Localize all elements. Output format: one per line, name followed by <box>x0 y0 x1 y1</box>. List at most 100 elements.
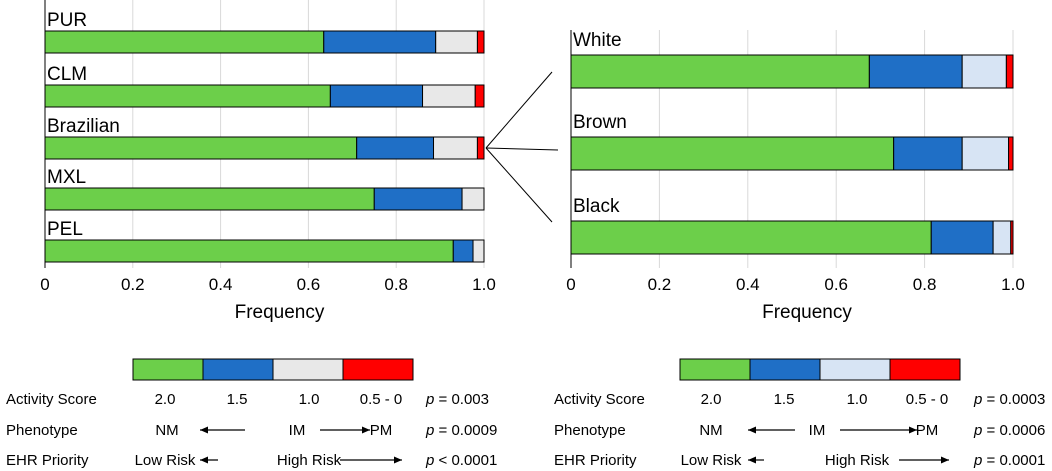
right-legend-swatch <box>749 358 821 381</box>
right-legend-arrow-right-head <box>909 426 917 434</box>
left-legend-swatch <box>272 358 344 381</box>
left-legend-p-ehr: p < 0.0001 <box>425 452 497 469</box>
left-legend-arrow-right-head <box>362 426 370 434</box>
left-bar-segment <box>44 239 454 263</box>
right-bar-segment <box>930 220 994 255</box>
right-legend-swatch <box>679 358 751 381</box>
right-bar-segment <box>1008 136 1014 171</box>
left-x-tick-label: 0 <box>40 275 49 294</box>
left-bar-segment <box>44 136 358 160</box>
right-category-label: White <box>573 30 622 51</box>
left-x-tick-label: 1.0 <box>472 275 496 294</box>
left-bar-segment <box>422 84 476 108</box>
left-bar-outline <box>44 84 485 108</box>
left-legend-ehr-priority-label: EHR Priority <box>6 452 89 469</box>
right-legend-pm: PM <box>916 422 939 439</box>
left-legend-p-activity: p = 0.003 <box>425 391 489 408</box>
right-legend-score-value: 1.0 <box>847 391 868 408</box>
right-legend-score-value: 1.5 <box>774 391 795 408</box>
left-legend-im: IM <box>289 422 306 439</box>
left-legend-score-value: 0.5 - 0 <box>360 391 403 408</box>
right-category-label: Black <box>573 196 620 217</box>
left-x-tick-label: 0.6 <box>297 275 321 294</box>
right-bar-segment <box>893 136 963 171</box>
left-legend-high-risk: High Risk <box>277 452 342 469</box>
right-legend-score-value: 0.5 - 0 <box>906 391 949 408</box>
right-legend-swatch <box>819 358 891 381</box>
left-bar-segment <box>474 84 485 108</box>
left-bar-segment <box>433 136 478 160</box>
left-bar-segment <box>323 30 437 54</box>
left-legend-phenotype-label: Phenotype <box>6 422 78 439</box>
right-bar-segment <box>961 136 1010 171</box>
left-legend-swatch <box>342 358 414 381</box>
left-bar-segment <box>476 30 485 54</box>
left-legend-arrow-left-head <box>200 426 208 434</box>
left-legend-swatch <box>202 358 274 381</box>
right-bar-segment <box>570 220 932 255</box>
connector-line-top <box>485 71 553 149</box>
left-legend-p-phenotype: p = 0.0009 <box>425 422 497 439</box>
right-legend-activity-score-label: Activity Score <box>554 391 645 408</box>
right-legend-p-ehr: p = 0.0001 <box>973 452 1045 469</box>
left-bar-segment <box>329 84 424 108</box>
left-bar-outline <box>44 187 485 211</box>
left-legend-pm: PM <box>370 422 393 439</box>
right-x-axis-title: Frequency <box>762 302 852 323</box>
left-bar-segment <box>44 30 325 54</box>
right-legend-high-risk: High Risk <box>825 452 890 469</box>
right-category-label: Brown <box>573 112 627 133</box>
left-bar-segment <box>452 239 474 263</box>
right-legend-risk-arrow-right-head <box>941 456 949 464</box>
right-legend-nm: NM <box>699 422 722 439</box>
left-category-label: CLM <box>47 64 87 85</box>
left-legend-nm: NM <box>155 422 178 439</box>
right-x-tick-label: 0.6 <box>824 275 848 294</box>
right-legend-im: IM <box>809 422 826 439</box>
right-bar-segment <box>961 54 1007 89</box>
right-x-tick-label: 0.4 <box>736 275 760 294</box>
right-legend-arrow-left-head <box>748 426 756 434</box>
left-legend-score-value: 1.5 <box>227 391 248 408</box>
left-bar-outline <box>44 136 485 160</box>
left-legend-swatch <box>132 358 204 381</box>
right-bar-segment <box>1005 54 1014 89</box>
right-legend-p-activity: p = 0.0003 <box>973 391 1045 408</box>
left-x-tick-label: 0.8 <box>384 275 408 294</box>
left-legend-score-value: 1.0 <box>299 391 320 408</box>
connector-line-middle <box>485 147 559 151</box>
left-bar-segment <box>476 136 485 160</box>
right-x-tick-label: 0 <box>566 275 575 294</box>
right-legend-score-value: 2.0 <box>701 391 722 408</box>
left-bar-segment <box>44 84 331 108</box>
left-bar-segment <box>435 30 478 54</box>
left-x-axis-title: Frequency <box>235 302 325 323</box>
right-legend-risk-arrow-left-head <box>748 456 756 464</box>
right-legend-ehr-priority-label: EHR Priority <box>554 452 637 469</box>
left-bar-segment <box>373 187 463 211</box>
left-x-tick-label: 0.4 <box>209 275 233 294</box>
right-legend-phenotype-label: Phenotype <box>554 422 626 439</box>
right-bar-segment <box>868 54 963 89</box>
right-bar-segment <box>570 54 870 89</box>
right-bar-outline <box>570 54 1014 89</box>
left-x-tick-label: 0.2 <box>121 275 145 294</box>
right-bar-outline <box>570 136 1014 171</box>
right-x-tick-label: 0.8 <box>913 275 937 294</box>
left-bar-outline <box>44 239 485 263</box>
right-x-tick-label: 0.2 <box>648 275 672 294</box>
connector-line-bottom <box>485 147 553 223</box>
right-x-tick-label: 1.0 <box>1001 275 1025 294</box>
right-legend-p-phenotype: p = 0.0006 <box>973 422 1045 439</box>
right-bar-segment <box>570 136 895 171</box>
left-bar-segment <box>461 187 485 211</box>
left-category-label: MXL <box>47 167 86 188</box>
left-bar-segment <box>44 187 375 211</box>
left-category-label: Brazilian <box>47 116 120 137</box>
left-legend-low-risk: Low Risk <box>135 452 196 469</box>
left-legend-activity-score-label: Activity Score <box>6 391 97 408</box>
left-category-label: PEL <box>47 219 83 240</box>
left-legend-risk-arrow-right-head <box>394 456 402 464</box>
left-bar-segment <box>356 136 435 160</box>
